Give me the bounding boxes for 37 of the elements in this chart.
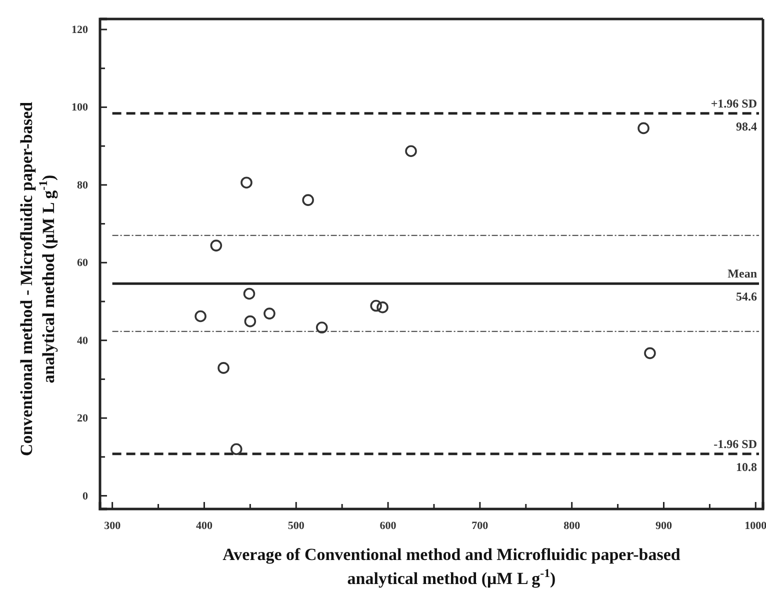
x-tick-label: 900 [655, 520, 672, 532]
point [638, 122, 650, 134]
y-tick-label: 100 [72, 102, 88, 114]
point [370, 300, 382, 312]
x-tick-label: 400 [196, 520, 213, 532]
annotation: 98.4 [736, 119, 757, 134]
x-tick-label: 1000 [744, 520, 766, 532]
point [316, 322, 328, 334]
y-tick-label: 120 [72, 24, 88, 36]
point [244, 315, 256, 328]
point [194, 310, 206, 322]
y-tick-label: 80 [77, 179, 88, 192]
x-tick-label: 700 [472, 520, 489, 532]
point [243, 288, 256, 300]
point [644, 347, 656, 360]
y-tick-label: 40 [77, 334, 88, 347]
x-tick-label: 300 [104, 520, 122, 532]
x-tick-label: 500 [288, 520, 305, 532]
point [264, 308, 276, 320]
x-tick-label: 800 [564, 520, 581, 532]
ref-line-label: Mean [728, 266, 758, 281]
point [240, 176, 252, 188]
x-axis-title: Average of Conventional method and Microfluidic paper-based analytical method (μM L g$^{-1}$) [222, 545, 681, 588]
point [218, 362, 230, 374]
annotation: 10.8 [736, 460, 757, 474]
y-tick-label: 0 [82, 490, 88, 502]
point [376, 301, 388, 314]
annotation: 54.6 [736, 290, 757, 304]
point [405, 145, 417, 158]
point [230, 443, 242, 456]
x-tick-label: 600 [380, 520, 397, 532]
ref-line-label: -1.96 SD [714, 436, 758, 451]
point [210, 240, 222, 252]
y-tick-label: 20 [77, 412, 88, 425]
y-tick-label: 60 [77, 257, 88, 270]
point [302, 194, 314, 206]
ref-line-label: +1.96 SD [710, 96, 758, 110]
